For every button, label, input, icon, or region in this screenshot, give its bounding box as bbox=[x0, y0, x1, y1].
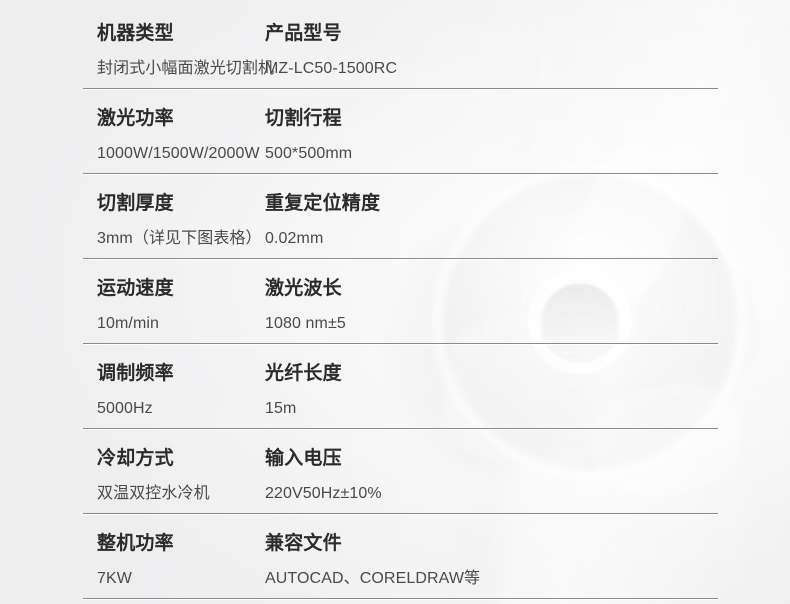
spec-value: 3mm（详见下图表格） bbox=[97, 230, 262, 247]
table-row: 切割厚度 3mm（详见下图表格） 重复定位精度 0.02mm bbox=[0, 174, 790, 259]
spec-value: AUTOCAD、CORELDRAW等 bbox=[265, 570, 481, 587]
spec-label: 产品型号 bbox=[265, 23, 342, 44]
spec-label: 冷却方式 bbox=[97, 448, 174, 469]
spec-cell-motion-speed: 运动速度 10m/min bbox=[0, 259, 265, 334]
spec-label: 整机功率 bbox=[97, 533, 174, 554]
spec-value: 封闭式小幅面激光切割机 bbox=[97, 60, 275, 77]
spec-label: 切割行程 bbox=[265, 108, 342, 129]
table-row: 机器类型 封闭式小幅面激光切割机 产品型号 MZ-LC50-1500RC bbox=[0, 0, 790, 89]
spec-label: 运动速度 bbox=[97, 278, 174, 299]
spec-value: 10m/min bbox=[97, 315, 160, 332]
spec-label: 机器类型 bbox=[97, 23, 174, 44]
spec-cell-repeat-positioning-accuracy: 重复定位精度 0.02mm bbox=[265, 174, 685, 249]
spec-cell-modulation-frequency: 调制频率 5000Hz bbox=[0, 344, 265, 419]
spec-value: 0.02mm bbox=[265, 230, 324, 247]
spec-cell-input-voltage: 输入电压 220V50Hz±10% bbox=[265, 429, 685, 504]
table-row: 运动速度 10m/min 激光波长 1080 nm±5 bbox=[0, 259, 790, 344]
spec-label: 兼容文件 bbox=[265, 533, 342, 554]
spec-label: 激光功率 bbox=[97, 108, 174, 129]
spec-cell-cooling-method: 冷却方式 双温双控水冷机 bbox=[0, 429, 265, 504]
spec-cell-fiber-length: 光纤长度 15m bbox=[265, 344, 685, 419]
spec-value: 15m bbox=[265, 400, 297, 417]
table-row: 激光功率 1000W/1500W/2000W 切割行程 500*500mm bbox=[0, 89, 790, 174]
spec-cell-compatible-files: 兼容文件 AUTOCAD、CORELDRAW等 bbox=[265, 514, 685, 589]
spec-cell-machine-type: 机器类型 封闭式小幅面激光切割机 bbox=[0, 4, 275, 79]
spec-value: 500*500mm bbox=[265, 145, 353, 162]
spec-cell-cutting-thickness: 切割厚度 3mm（详见下图表格） bbox=[0, 174, 265, 249]
table-row: 调制频率 5000Hz 光纤长度 15m bbox=[0, 344, 790, 429]
spec-cell-cutting-stroke: 切割行程 500*500mm bbox=[265, 89, 685, 164]
spec-label: 重复定位精度 bbox=[265, 193, 381, 214]
spec-value: 1080 nm±5 bbox=[265, 315, 346, 332]
spec-cell-laser-power: 激光功率 1000W/1500W/2000W bbox=[0, 89, 265, 164]
spec-value: 双温双控水冷机 bbox=[97, 485, 210, 502]
row-divider bbox=[83, 598, 718, 599]
spec-value: 5000Hz bbox=[97, 400, 153, 417]
table-row: 冷却方式 双温双控水冷机 输入电压 220V50Hz±10% bbox=[0, 429, 790, 514]
spec-cell-product-model: 产品型号 MZ-LC50-1500RC bbox=[265, 4, 685, 79]
spec-cell-total-power: 整机功率 7KW bbox=[0, 514, 265, 589]
spec-label: 切割厚度 bbox=[97, 193, 174, 214]
spec-value: 220V50Hz±10% bbox=[265, 485, 382, 502]
spec-label: 输入电压 bbox=[265, 448, 342, 469]
spec-value: MZ-LC50-1500RC bbox=[265, 60, 398, 77]
table-row: 整机功率 7KW 兼容文件 AUTOCAD、CORELDRAW等 bbox=[0, 514, 790, 599]
spec-label: 激光波长 bbox=[265, 278, 342, 299]
spec-label: 光纤长度 bbox=[265, 363, 342, 384]
spec-cell-laser-wavelength: 激光波长 1080 nm±5 bbox=[265, 259, 685, 334]
spec-label: 调制频率 bbox=[97, 363, 174, 384]
spec-value: 7KW bbox=[97, 570, 132, 587]
spec-value: 1000W/1500W/2000W bbox=[97, 145, 260, 162]
